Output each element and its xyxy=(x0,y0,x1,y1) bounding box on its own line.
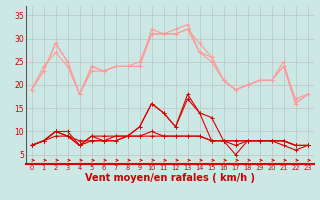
X-axis label: Vent moyen/en rafales ( km/h ): Vent moyen/en rafales ( km/h ) xyxy=(84,173,255,183)
